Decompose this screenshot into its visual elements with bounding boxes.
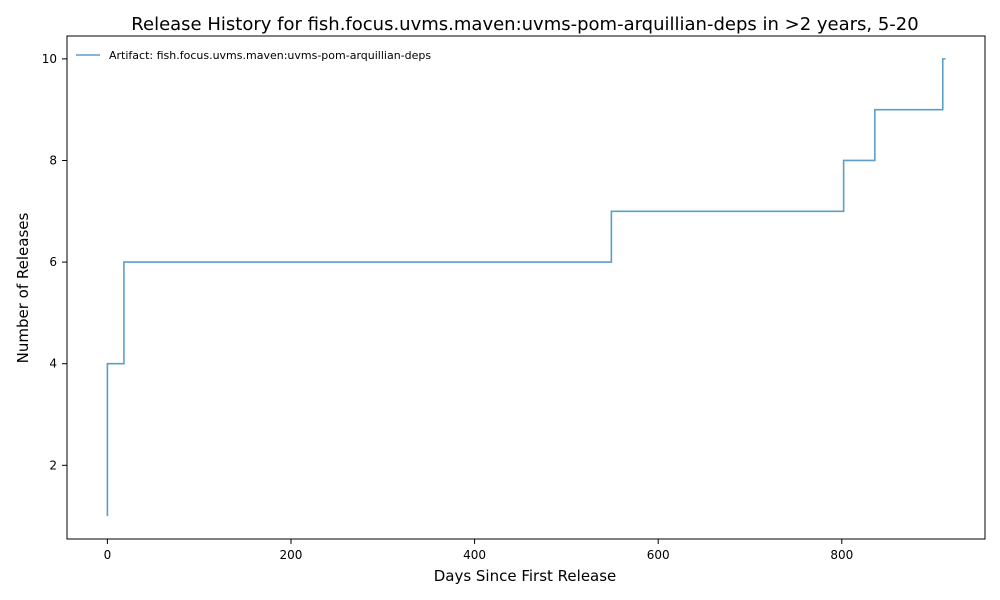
x-tick-label: 400 (463, 548, 486, 562)
y-tick-label: 6 (49, 255, 57, 269)
y-tick-label: 8 (49, 153, 57, 167)
y-tick-label: 4 (49, 357, 57, 371)
x-axis: 0 200 400 600 800 (104, 539, 853, 562)
series-line-0 (106, 58, 946, 517)
x-tick-label: 0 (104, 548, 112, 562)
legend: Artifact: fish.focus.uvms.maven:uvms-pom… (76, 49, 431, 62)
axes-frame (66, 35, 986, 540)
y-tick-label: 2 (49, 458, 57, 472)
y-axis-label: Number of Releases (14, 212, 32, 363)
x-axis-label: Days Since First Release (434, 567, 617, 585)
y-axis: 2 4 6 8 10 (42, 52, 67, 472)
y-tick-label: 10 (42, 52, 57, 66)
legend-label: Artifact: fish.focus.uvms.maven:uvms-pom… (109, 49, 431, 62)
x-tick-label: 800 (830, 548, 853, 562)
x-tick-label: 600 (647, 548, 670, 562)
plot-area (106, 58, 946, 517)
chart-title: Release History for fish.focus.uvms.mave… (131, 14, 918, 35)
x-tick-label: 200 (280, 548, 303, 562)
